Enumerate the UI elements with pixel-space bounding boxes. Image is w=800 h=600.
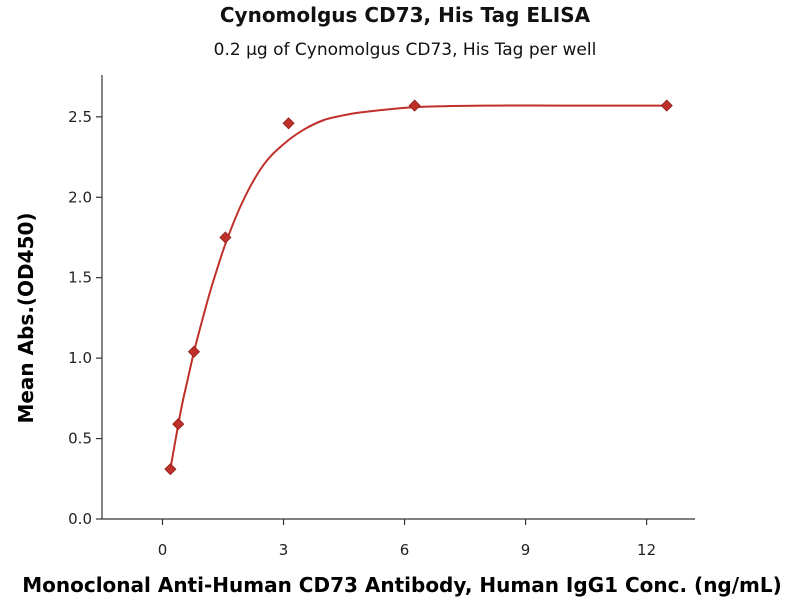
data-points-layer [164,99,673,476]
y-tick-label: 1.5 [68,269,92,287]
data-point-marker [172,418,185,431]
x-tick-label: 3 [279,541,289,559]
data-point-marker [282,117,295,130]
y-tick-label: 1.0 [68,349,92,367]
chart-subtitle: 0.2 μg of Cynomolgus CD73, His Tag per w… [214,40,597,60]
x-tick-label: 12 [637,541,656,559]
data-point-marker [187,345,201,358]
fit-curve-line [169,104,667,470]
fit-curve-layer [169,104,667,470]
x-axis-title: Monoclonal Anti-Human CD73 Antibody, Hum… [22,573,782,597]
y-tick-label: 2.5 [68,108,92,126]
x-tick-label: 6 [400,541,410,559]
y-axis-title: Mean Abs.(OD450) [14,212,38,423]
y-tick-label: 2.0 [68,188,92,206]
data-point-marker [219,231,232,244]
data-point-marker [164,463,177,476]
x-tick-label: 9 [521,541,531,559]
data-point-marker [660,99,673,112]
y-tick-label: 0.5 [68,430,92,448]
x-tick-label: 0 [158,541,168,559]
data-point-marker [408,99,421,112]
y-tick-label: 0.0 [68,510,92,528]
chart-title: Cynomolgus CD73, His Tag ELISA [220,3,591,27]
axes: 0.0 0.5 1.0 1.5 2.0 2.5 0 3 6 9 12 [68,75,695,559]
